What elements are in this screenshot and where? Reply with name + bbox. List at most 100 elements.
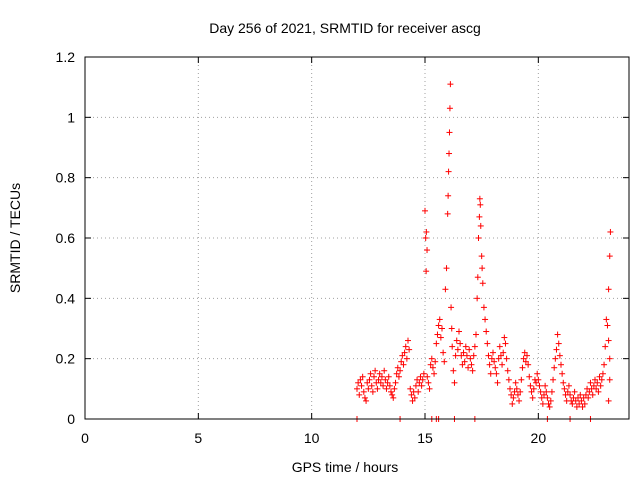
data-point (491, 358, 498, 365)
data-point (582, 391, 589, 398)
data-point (479, 280, 486, 287)
data-point (510, 394, 517, 401)
data-point (403, 355, 410, 362)
data-point (569, 400, 576, 407)
data-point (371, 373, 377, 380)
data-point (358, 382, 365, 389)
data-point (545, 400, 552, 407)
data-point (502, 340, 509, 347)
data-point (556, 352, 563, 359)
data-point (356, 391, 363, 398)
data-point (372, 367, 379, 374)
data-point (424, 373, 431, 380)
data-point (594, 379, 601, 386)
data-point (476, 195, 483, 202)
data-point (409, 397, 416, 404)
data-point (522, 358, 529, 365)
data-point (602, 343, 609, 350)
data-point (477, 201, 484, 208)
data-point (559, 370, 566, 377)
data-point (418, 382, 425, 389)
data-point (390, 394, 397, 401)
data-point (575, 394, 581, 401)
data-point (529, 394, 536, 401)
data-point (483, 328, 490, 335)
data-point (412, 382, 419, 389)
data-point (488, 355, 495, 362)
data-point (406, 346, 413, 353)
data-point (487, 370, 494, 377)
data-point (598, 376, 605, 383)
data-point (420, 370, 427, 377)
data-point (449, 343, 456, 350)
data-point (428, 355, 435, 362)
y-tick-label: 0.6 (56, 230, 76, 246)
data-point (525, 361, 532, 368)
data-point (448, 304, 455, 311)
data-point (550, 376, 557, 383)
data-point (485, 352, 492, 359)
x-tick-labels: 0 5 10 15 20 (81, 430, 546, 446)
data-point (593, 385, 600, 392)
data-point (374, 385, 381, 392)
data-point (560, 379, 567, 386)
data-point (427, 361, 434, 368)
data-point (587, 379, 594, 386)
data-point (388, 388, 394, 395)
data-point (461, 358, 468, 365)
data-point (564, 388, 571, 395)
data-point (468, 361, 475, 368)
data-point (590, 382, 597, 389)
data-point (383, 385, 390, 392)
data-point (516, 397, 523, 404)
data-point (482, 316, 489, 323)
data-point (492, 364, 499, 371)
data-point (365, 385, 372, 392)
data-point (565, 382, 572, 389)
data-point (458, 352, 465, 359)
data-point (604, 322, 611, 329)
y-tick-label: 0.4 (56, 290, 76, 306)
data-point (571, 388, 578, 395)
data-point (445, 192, 452, 199)
data-point (495, 355, 502, 362)
y-tick-labels: 0 0.2 0.4 0.6 0.8 1 1.2 (56, 49, 76, 427)
data-point (369, 388, 376, 395)
data-point (474, 295, 481, 302)
data-point (453, 337, 460, 344)
data-point (469, 367, 476, 374)
data-point (463, 352, 470, 359)
axis-ticks (84, 56, 629, 420)
data-point (401, 349, 408, 356)
data-point (443, 265, 450, 272)
data-point (527, 382, 534, 389)
data-point (547, 397, 554, 404)
data-point (511, 388, 518, 395)
data-point (530, 385, 537, 392)
data-point (434, 331, 441, 338)
data-point (442, 286, 449, 293)
data-point (357, 376, 364, 383)
x-tick-label: 10 (304, 430, 320, 446)
y-tick-label: 0.8 (56, 170, 76, 186)
data-point (578, 397, 585, 404)
data-point (508, 391, 515, 398)
data-point (606, 355, 613, 362)
data-point (572, 397, 579, 404)
data-point (581, 400, 588, 407)
data-point (585, 394, 592, 401)
data-point (503, 355, 510, 362)
data-point (391, 385, 398, 392)
data-point (459, 361, 466, 368)
data-point (416, 379, 423, 386)
data-point (471, 343, 478, 350)
data-point (398, 358, 405, 365)
data-point (535, 376, 542, 383)
data-point (437, 334, 444, 341)
data-point (513, 385, 520, 392)
data-point (456, 328, 462, 335)
data-point (576, 400, 583, 407)
data-point (422, 235, 429, 241)
data-point (360, 388, 367, 395)
